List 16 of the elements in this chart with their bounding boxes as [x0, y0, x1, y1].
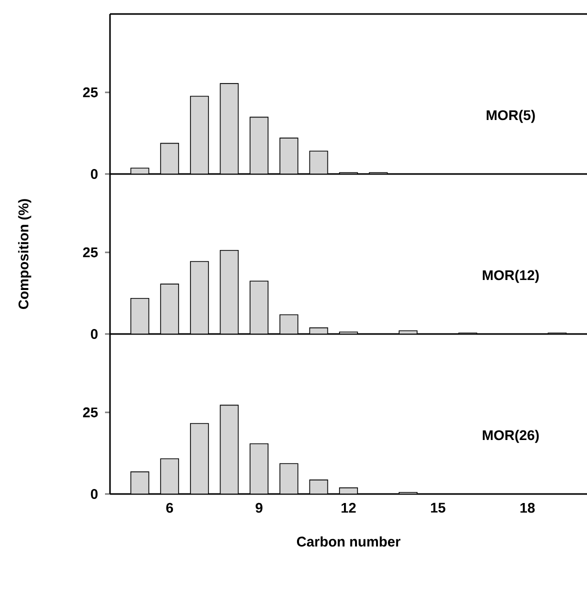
x-tick-label: 15: [431, 502, 446, 513]
y-tick-label: 25: [83, 407, 98, 418]
y-tick-label: 0: [90, 329, 98, 339]
y-tick-label: 0: [90, 489, 98, 499]
text: MOR(26): [482, 430, 539, 443]
x-axis-title: Carbon number: [296, 536, 400, 547]
x-tick-label: 9: [256, 502, 262, 513]
y-tick-label: 25: [83, 247, 98, 258]
text: MOR(12): [482, 270, 539, 283]
y-tick-label: 25: [83, 87, 98, 98]
text: MOR(5): [486, 110, 535, 123]
x-tick-label: 18: [520, 502, 535, 513]
y-axis-title: Composition (%): [18, 199, 32, 310]
x-tick-label: 6: [166, 502, 174, 513]
x-tick-label: 12: [342, 502, 356, 513]
y-tick-label: 0: [90, 169, 98, 179]
